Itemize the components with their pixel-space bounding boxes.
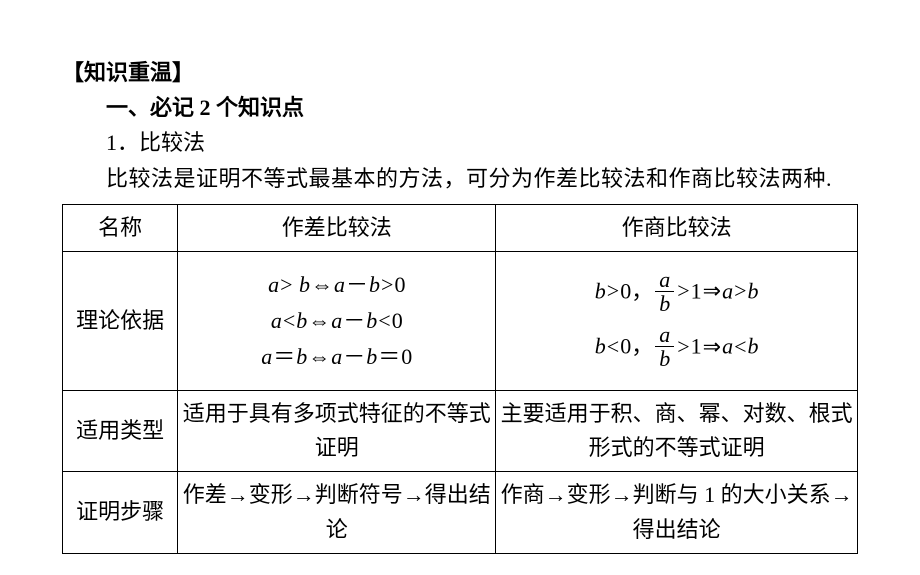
- arrow-implies-icon: ⇒: [702, 334, 722, 359]
- rel-iff-icon: ⇔: [307, 344, 331, 369]
- comparison-table: 名称 作差比较法 作商比较法 理论依据 a> b⇔a－b>0 a<b⇔a－b<0…: [62, 204, 858, 554]
- diff-theory: a> b⇔a－b>0 a<b⇔a－b<0 a＝b⇔a－b＝0: [178, 251, 496, 390]
- arrow-implies-icon: ⇒: [702, 278, 722, 303]
- math-line: b>0，ab>1⇒a>b: [500, 270, 853, 317]
- table-row: 适用类型 适用于具有多项式特征的不等式证明 主要适用于积、商、幂、对数、根式形式…: [63, 391, 858, 472]
- lhs: a> b: [268, 272, 310, 297]
- row-label: 名称: [63, 204, 178, 251]
- rhs: a－b>0: [334, 272, 405, 297]
- quot-steps: 作商→变形→判断与 1 的大小关系→得出结论: [496, 472, 858, 553]
- intro-paragraph: 比较法是证明不等式最基本的方法，可分为作差比较法和作商比较法两种.: [62, 161, 858, 196]
- table-row: 理论依据 a> b⇔a－b>0 a<b⇔a－b<0 a＝b⇔a－b＝0 b>0，…: [63, 251, 858, 390]
- rhs: a－b＝0: [331, 344, 412, 369]
- row-label: 适用类型: [63, 391, 178, 472]
- cond: b>0，: [595, 278, 653, 303]
- lhs: a<b: [271, 308, 307, 333]
- math-line: b<0，ab>1⇒a<b: [500, 325, 853, 372]
- rhs: a－b<0: [331, 308, 402, 333]
- math-line: a＝b⇔a－b＝0: [182, 340, 491, 374]
- quot-theory: b>0，ab>1⇒a>b b<0，ab>1⇒a<b: [496, 251, 858, 390]
- lhs: a＝b: [261, 344, 307, 369]
- math-line: a<b⇔a－b<0: [182, 304, 491, 338]
- table-row: 名称 作差比较法 作商比较法: [63, 204, 858, 251]
- rel-iff-icon: ⇔: [307, 308, 331, 333]
- fraction: ab: [655, 268, 674, 315]
- quot-applies: 主要适用于积、商、幂、对数、根式形式的不等式证明: [496, 391, 858, 472]
- rel-iff-icon: ⇔: [310, 272, 334, 297]
- section-subtitle: 一、必记 2 个知识点: [62, 90, 858, 125]
- item-heading: 1．比较法: [62, 125, 858, 160]
- math-line: a> b⇔a－b>0: [182, 268, 491, 302]
- diff-applies: 适用于具有多项式特征的不等式证明: [178, 391, 496, 472]
- document-header: 【知识重温】 一、必记 2 个知识点 1．比较法 比较法是证明不等式最基本的方法…: [62, 55, 858, 196]
- row-label: 证明步骤: [63, 472, 178, 553]
- diff-header: 作差比较法: [178, 204, 496, 251]
- row-label: 理论依据: [63, 251, 178, 390]
- diff-steps: 作差→变形→判断符号→得出结论: [178, 472, 496, 553]
- res: a<b: [722, 334, 758, 359]
- res: a>b: [722, 278, 758, 303]
- cond: b<0，: [595, 334, 653, 359]
- section-title: 【知识重温】: [62, 55, 858, 90]
- quot-header: 作商比较法: [496, 204, 858, 251]
- table-row: 证明步骤 作差→变形→判断符号→得出结论 作商→变形→判断与 1 的大小关系→得…: [63, 472, 858, 553]
- fraction: ab: [655, 323, 674, 370]
